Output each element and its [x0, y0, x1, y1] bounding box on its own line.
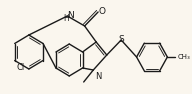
- Text: H: H: [64, 14, 69, 23]
- Text: O: O: [98, 8, 105, 17]
- Text: Cl: Cl: [16, 64, 24, 72]
- Text: N: N: [67, 11, 74, 20]
- Text: N: N: [95, 72, 102, 81]
- Text: CH₃: CH₃: [178, 54, 191, 60]
- Text: S: S: [118, 34, 124, 44]
